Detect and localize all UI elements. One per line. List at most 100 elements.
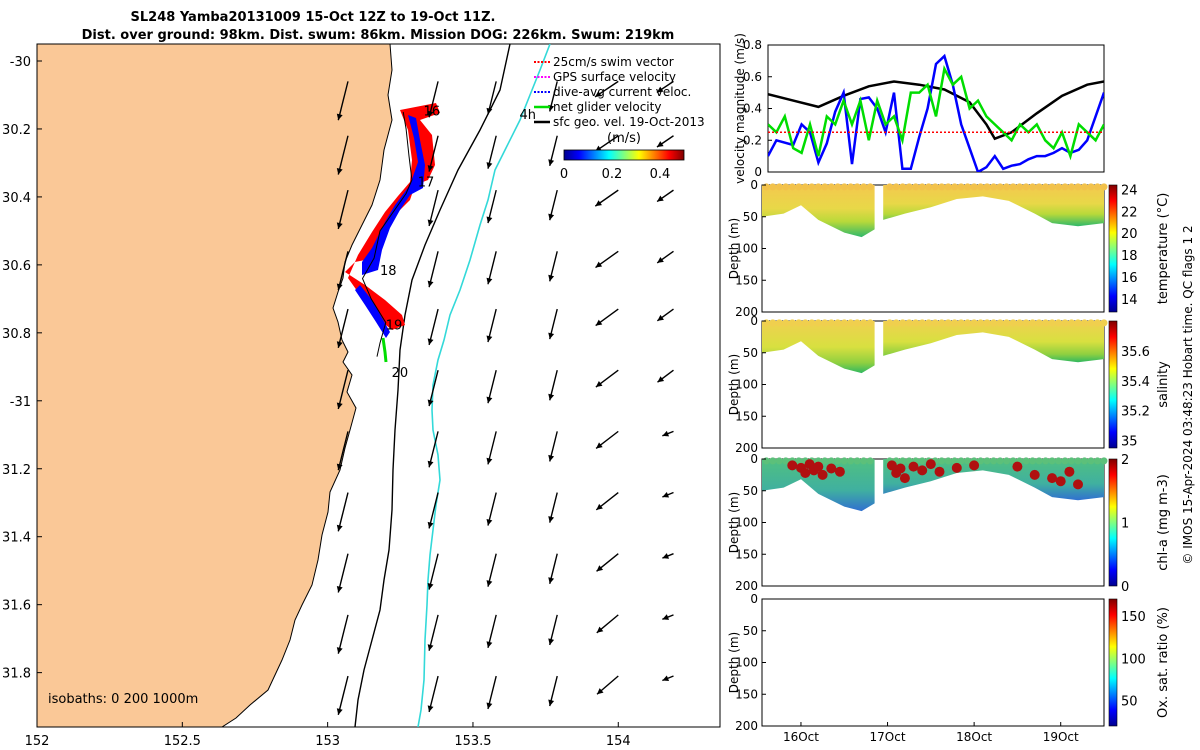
geo-velocity-arrow-head: [336, 524, 343, 532]
profile-top-marker: [1035, 183, 1043, 191]
profile-top-marker: [821, 457, 829, 465]
profile-top-marker: [775, 183, 783, 191]
geo-velocity-arrow-head: [656, 86, 664, 93]
profile-top-marker: [821, 183, 829, 191]
velocity-series: [768, 53, 1104, 172]
depth-y-tick-label: 0: [750, 314, 758, 328]
geo-velocity-arrow-head: [596, 565, 604, 572]
map-y-tick-label: 30.2: [2, 123, 31, 138]
geo-velocity-arrow-shaft: [337, 675, 349, 716]
legend-label: GPS surface velocity: [553, 70, 676, 84]
glider-net-velocity-green: [381, 337, 388, 363]
geo-velocity-arrow-head: [548, 454, 555, 462]
geo-velocity-arrow-shaft: [428, 370, 439, 407]
profile-top-marker: [762, 183, 770, 191]
profile-top-marker: [996, 183, 1004, 191]
geo-velocity-arrow-shaft: [337, 431, 349, 471]
profile-top-marker: [801, 319, 809, 327]
geo-velocity-arrow-head: [427, 399, 434, 407]
geo-velocity-arrow-head: [548, 213, 555, 221]
geo-velocity-arrow-head: [548, 516, 555, 523]
day-label: 16: [424, 104, 441, 119]
profile-top-marker: [1048, 457, 1056, 465]
profile-top-marker: [1022, 183, 1030, 191]
profile-top-marker: [1055, 457, 1062, 465]
profile-top-marker: [788, 183, 796, 191]
geo-velocity-arrow-head: [595, 381, 603, 388]
profile-top-marker: [918, 183, 926, 191]
depth-y-tick-label: 150: [735, 547, 758, 561]
profile-top-marker: [1016, 319, 1024, 327]
profile-top-marker: [788, 319, 796, 327]
velocity-y-tick-label: 0.4: [743, 102, 762, 116]
depth-y-tick-label: 150: [735, 687, 758, 701]
isobath-1000m: [417, 44, 551, 727]
geo-velocity-arrow-shaft: [337, 308, 349, 349]
geo-velocity-arrow-head: [486, 162, 493, 169]
profile-top-marker: [918, 457, 926, 465]
profile-top-marker: [983, 319, 991, 327]
geostrophic-velocity-arrows: [336, 80, 674, 716]
depth-y-tick-label: 200: [735, 579, 758, 593]
chl-high-marker: [1073, 479, 1083, 490]
geo-velocity-arrow-head: [662, 614, 670, 620]
profile-top-marker: [892, 183, 900, 191]
geo-velocity-arrow-head: [597, 688, 604, 695]
profile-top-marker: [892, 319, 900, 327]
profile-top-marker: [1087, 319, 1095, 327]
velocity-panel: 0 0.2 0.4 0.6 0.8 velocity magnitude (m/s): [733, 33, 1105, 184]
profile-top-marker: [866, 457, 874, 465]
profile-top-marker: [983, 183, 991, 191]
profile-top-marker: [1029, 457, 1037, 465]
profile-top-marker: [769, 183, 777, 191]
map-colorbar-title: (m/s): [607, 131, 641, 146]
profile-top-marker: [840, 319, 848, 327]
profile-top-marker: [899, 319, 907, 327]
geo-velocity-arrow-head: [427, 219, 434, 227]
legend-label: dive-avg current veloc.: [553, 85, 691, 99]
depth-colorbar-tick: 18: [1121, 249, 1138, 264]
profile-top-marker: [1100, 183, 1108, 191]
map-y-tick-label: 31.8: [2, 667, 31, 682]
depth-y-tick-label: 200: [735, 305, 758, 319]
profile-top-marker: [834, 183, 842, 191]
profile-top-marker: [1035, 457, 1043, 465]
geo-velocity-arrow-head: [486, 277, 493, 285]
profile-top-marker: [782, 457, 790, 465]
geo-velocity-arrow-head: [548, 577, 555, 584]
profile-top-marker: [1042, 319, 1050, 327]
day-label: 4h: [519, 108, 536, 123]
map-x-tick-label: 153.5: [454, 734, 491, 749]
profile-top-marker: [1022, 457, 1030, 465]
profile-top-marker: [795, 183, 803, 191]
depth-colorbar-tick: 1: [1121, 517, 1129, 532]
map-x-tick-label: 152.5: [164, 734, 201, 749]
profile-top-marker: [970, 183, 978, 191]
profile-top-marker: [977, 183, 985, 191]
profile-top-marker: [951, 319, 959, 327]
geo-velocity-arrow-shaft: [337, 81, 349, 121]
profile-top-marker: [1061, 183, 1069, 191]
profile-top-marker: [801, 183, 809, 191]
depth-colorbar-tick: 2: [1121, 453, 1129, 468]
map-colorbar-tick: 0.2: [602, 167, 623, 182]
profile-top-marker: [775, 457, 783, 465]
legend-label: net glider velocity: [553, 100, 661, 114]
geo-velocity-arrow-head: [656, 141, 664, 148]
geo-velocity-arrow-head: [336, 402, 343, 410]
depth-colorbar: [1108, 598, 1118, 727]
profile-top-marker: [899, 457, 907, 465]
profile-top-marker: [964, 457, 972, 465]
depth-colorbar: [1108, 458, 1118, 587]
profile-top-marker: [951, 457, 959, 465]
profile-top-marker: [1055, 183, 1062, 191]
profile-top-marker: [970, 319, 978, 327]
depth-y-tick-label: 150: [735, 273, 758, 287]
profile-top-marker: [964, 183, 972, 191]
geo-velocity-arrow-head: [596, 626, 604, 633]
geo-velocity-arrow-shaft: [337, 135, 349, 175]
geo-velocity-arrow-head: [336, 463, 343, 471]
profile-top-marker: [957, 457, 965, 465]
depth-y-tick-label: 200: [735, 719, 758, 733]
